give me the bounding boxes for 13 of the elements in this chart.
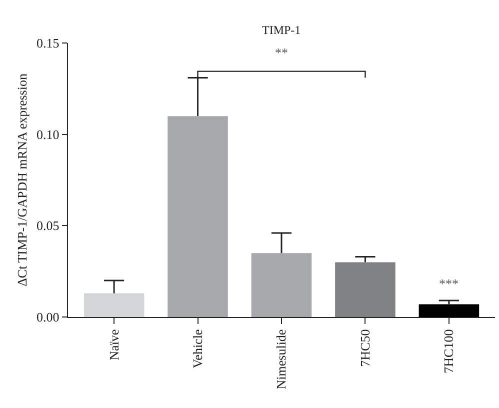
annotation: ** bbox=[275, 45, 288, 60]
x-tick-label: 7HC100 bbox=[441, 329, 456, 374]
y-tick-label: 0.05 bbox=[36, 218, 60, 234]
x-tick-label: Vehicle bbox=[190, 329, 205, 368]
x-tick-label: Naïve bbox=[106, 329, 122, 360]
annotation: *** bbox=[439, 276, 458, 291]
y-tick-label: 0.10 bbox=[36, 126, 60, 142]
y-axis-title: ΔCt TIMP-1/GAPDH mRNA expression bbox=[14, 73, 30, 286]
y-tick-label: 0.15 bbox=[36, 36, 60, 51]
x-tick-label: Nimesulide bbox=[274, 329, 289, 390]
x-tick-label: 7HC50 bbox=[357, 329, 372, 367]
chart-title: TIMP-1 bbox=[262, 23, 301, 37]
y-tick-label: 0.00 bbox=[36, 310, 60, 325]
